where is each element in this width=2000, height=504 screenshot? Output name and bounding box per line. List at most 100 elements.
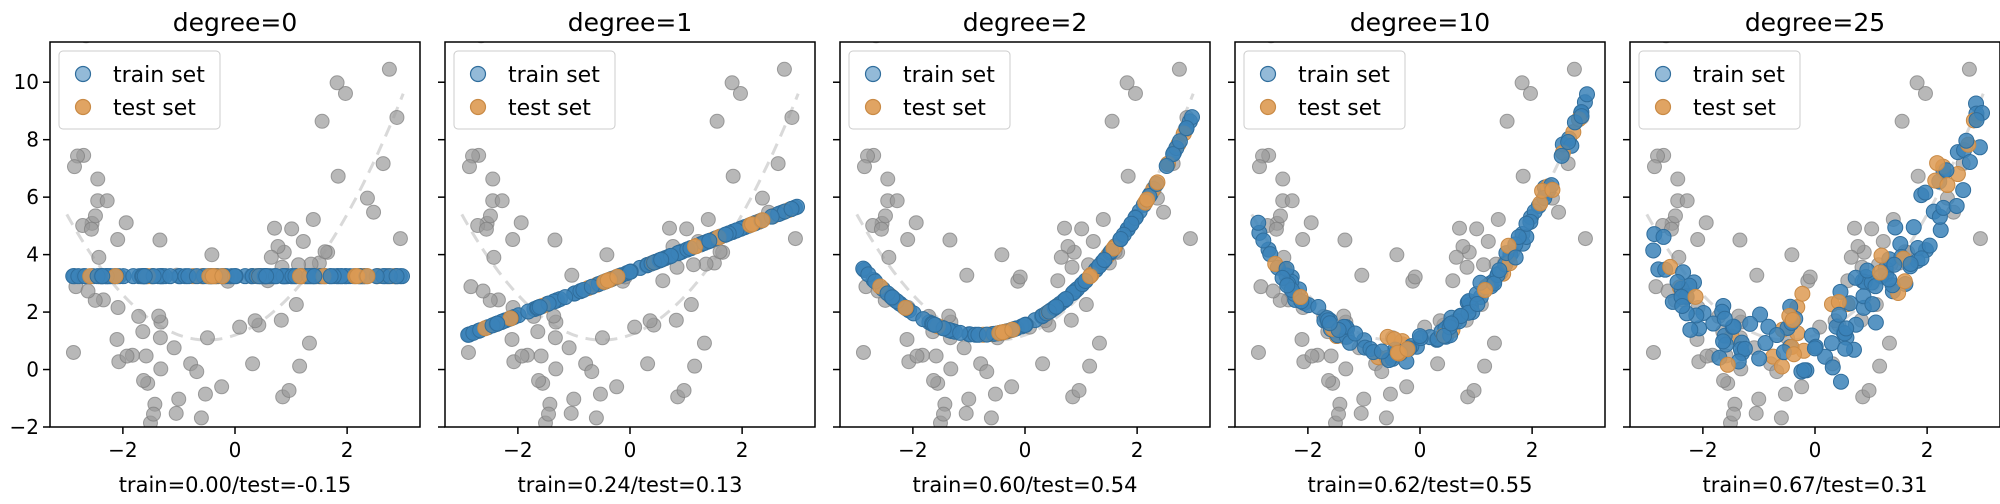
y-tick-label: 4 <box>26 243 39 267</box>
legend-train-label: train set <box>1693 63 1785 88</box>
legend-train-label: train set <box>508 63 600 88</box>
train-point <box>1310 298 1327 315</box>
population-point <box>959 267 975 283</box>
train-point <box>1932 222 1949 239</box>
population-point <box>138 348 154 364</box>
population-point <box>1802 269 1818 285</box>
population-point <box>193 410 209 426</box>
population-point <box>1120 168 1136 184</box>
population-point <box>971 429 985 443</box>
train-point <box>1279 277 1296 294</box>
population-point <box>366 204 382 220</box>
true-curve <box>460 93 800 342</box>
test-point <box>754 212 771 229</box>
train-point <box>1645 242 1662 259</box>
subplot-2: degree=1 train=0.24/test=0.13 −2 0 2 train … <box>438 8 816 497</box>
population-point <box>81 42 91 44</box>
population-point <box>1894 113 1910 129</box>
population-point <box>109 331 125 347</box>
train-point <box>1886 256 1903 273</box>
population-point <box>189 364 205 380</box>
train-point <box>1948 197 1965 214</box>
x-tick-label: 0 <box>229 438 242 462</box>
population-point <box>1490 211 1506 227</box>
train-point <box>1824 359 1841 376</box>
population-point <box>687 358 703 374</box>
population-point <box>152 330 168 346</box>
population-point <box>1690 232 1706 248</box>
population-point <box>494 193 510 209</box>
x-tick-label: −2 <box>898 438 927 462</box>
test-point <box>1544 181 1561 198</box>
train-point <box>1443 315 1460 332</box>
population-point <box>871 42 881 44</box>
population-point <box>873 0 887 14</box>
population-point <box>1726 406 1742 422</box>
population-point <box>1091 335 1107 351</box>
subplot-3: degree=2 train=0.60/test=0.54 −2 0 2 train … <box>833 0 1211 497</box>
population-point <box>1742 449 1756 463</box>
plot-area: −2 0 2 train set test set <box>1623 41 2000 463</box>
population-point <box>1843 249 1859 265</box>
population-point <box>83 0 97 14</box>
train-point <box>1742 315 1759 332</box>
population-point <box>151 308 167 324</box>
population-point <box>1251 159 1267 175</box>
train-point <box>1518 215 1535 232</box>
train-point <box>1715 333 1732 350</box>
population-point <box>576 429 590 443</box>
legend-test-label: test set <box>1693 96 1776 121</box>
population-point <box>1875 233 1891 249</box>
legend-train-marker <box>1259 65 1277 83</box>
population-point <box>204 247 220 263</box>
legend-box <box>58 50 221 130</box>
train-point <box>701 232 718 249</box>
train-point <box>1560 134 1577 151</box>
train-point <box>1831 306 1848 323</box>
population-point <box>1012 269 1028 285</box>
population-point <box>505 232 521 248</box>
plot-area: −2 0 2 train set test set <box>438 41 816 462</box>
population-point <box>881 249 897 265</box>
test-point <box>1149 174 1166 191</box>
population-point <box>1445 273 1461 289</box>
population-point <box>936 406 952 422</box>
legend: train set test set <box>453 50 616 130</box>
legend-test-label: test set <box>903 96 986 121</box>
population-point <box>1425 441 1439 455</box>
population-point <box>1773 410 1789 426</box>
population-point <box>1295 232 1311 248</box>
population-point <box>1751 391 1767 407</box>
test-point <box>1687 288 1704 305</box>
population-point <box>1476 257 1492 273</box>
population-point <box>181 429 195 443</box>
population-point <box>119 348 135 364</box>
population-point <box>1074 221 1090 237</box>
population-point <box>263 249 279 265</box>
train-point <box>1682 321 1699 338</box>
true-curve <box>855 93 1195 342</box>
data-layer <box>1645 42 1991 463</box>
population-point <box>131 308 147 324</box>
test-point <box>1785 346 1802 363</box>
population-point <box>1872 358 1888 374</box>
population-point <box>900 232 916 248</box>
population-point <box>1407 269 1423 285</box>
population-point <box>1389 247 1405 263</box>
test-point <box>1873 247 1890 264</box>
test-point <box>1477 282 1494 299</box>
population-point <box>1104 113 1120 129</box>
population-point <box>1050 273 1066 289</box>
population-point <box>513 215 529 231</box>
train-point <box>1961 154 1978 171</box>
population-point <box>486 249 502 265</box>
population-point <box>461 159 477 175</box>
population-point <box>1171 61 1187 77</box>
train-point <box>1158 158 1175 175</box>
plot-area: −2 0 2 train set test set <box>833 0 1211 462</box>
x-tick-label: −2 <box>1293 438 1322 462</box>
population-point <box>1382 386 1398 402</box>
population-point <box>1304 348 1320 364</box>
population-point <box>1331 406 1347 422</box>
population-point <box>1961 61 1977 77</box>
